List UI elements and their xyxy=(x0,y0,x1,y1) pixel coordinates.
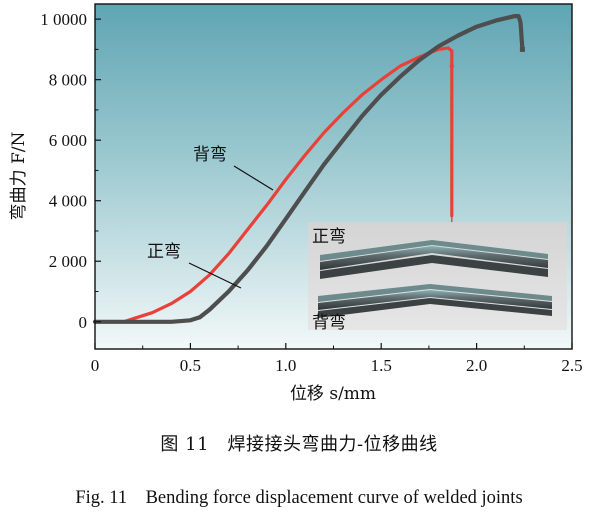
y-tick-label: 0 xyxy=(79,313,88,332)
y-axis-title: 弯曲力 F/N xyxy=(9,131,29,220)
y-tick-label: 1 0000 xyxy=(40,10,87,29)
annot-leader-zhengwan xyxy=(188,262,242,289)
x-tick-label: 2.0 xyxy=(466,356,487,375)
y-tick-label: 2 000 xyxy=(49,252,87,271)
series-1-marker xyxy=(519,46,525,52)
annot-label-zhengwan: 正弯 xyxy=(147,242,181,262)
x-tick-label: 1.5 xyxy=(371,356,392,375)
figure-caption-en: Fig. 11 Bending force displacement curve… xyxy=(75,488,523,508)
x-tick-label: 2.5 xyxy=(561,356,582,375)
x-tick-label: 0.5 xyxy=(180,356,201,375)
specimen-photo: 正弯 背弯 xyxy=(308,222,567,333)
inset-label-beiwan: 背弯 xyxy=(312,313,346,333)
annot-leader-beiwan xyxy=(233,165,274,191)
x-tick-label: 1.0 xyxy=(275,356,296,375)
annot-label-beiwan: 背弯 xyxy=(193,145,227,165)
series-line-1 xyxy=(92,14,525,324)
ticks-layer: 0 0.5 1.0 1.5 2.0 2.5 0 2 000 4 000 6 000 8 000 1 0… xyxy=(40,10,582,375)
inset-label-zhengwan: 正弯 xyxy=(312,227,346,247)
series-line-0 xyxy=(93,46,454,324)
figure-caption-cn: 图 11 焊接接头弯曲力-位移曲线 xyxy=(160,434,438,455)
x-tick-label: 0 xyxy=(91,356,100,375)
series-0-marker xyxy=(449,63,454,69)
y-tick-label: 4 000 xyxy=(49,192,87,211)
y-tick-label: 6 000 xyxy=(49,131,87,150)
bending-force-chart: 正弯 背弯 背弯 正弯 0 0.5 1.0 1.5 2.0 2.5 0 2 000 4 000 6… xyxy=(9,3,583,404)
x-axis-title: 位移 s/mm xyxy=(290,384,376,404)
y-tick-label: 8 000 xyxy=(49,71,87,90)
series-layer xyxy=(92,14,525,324)
